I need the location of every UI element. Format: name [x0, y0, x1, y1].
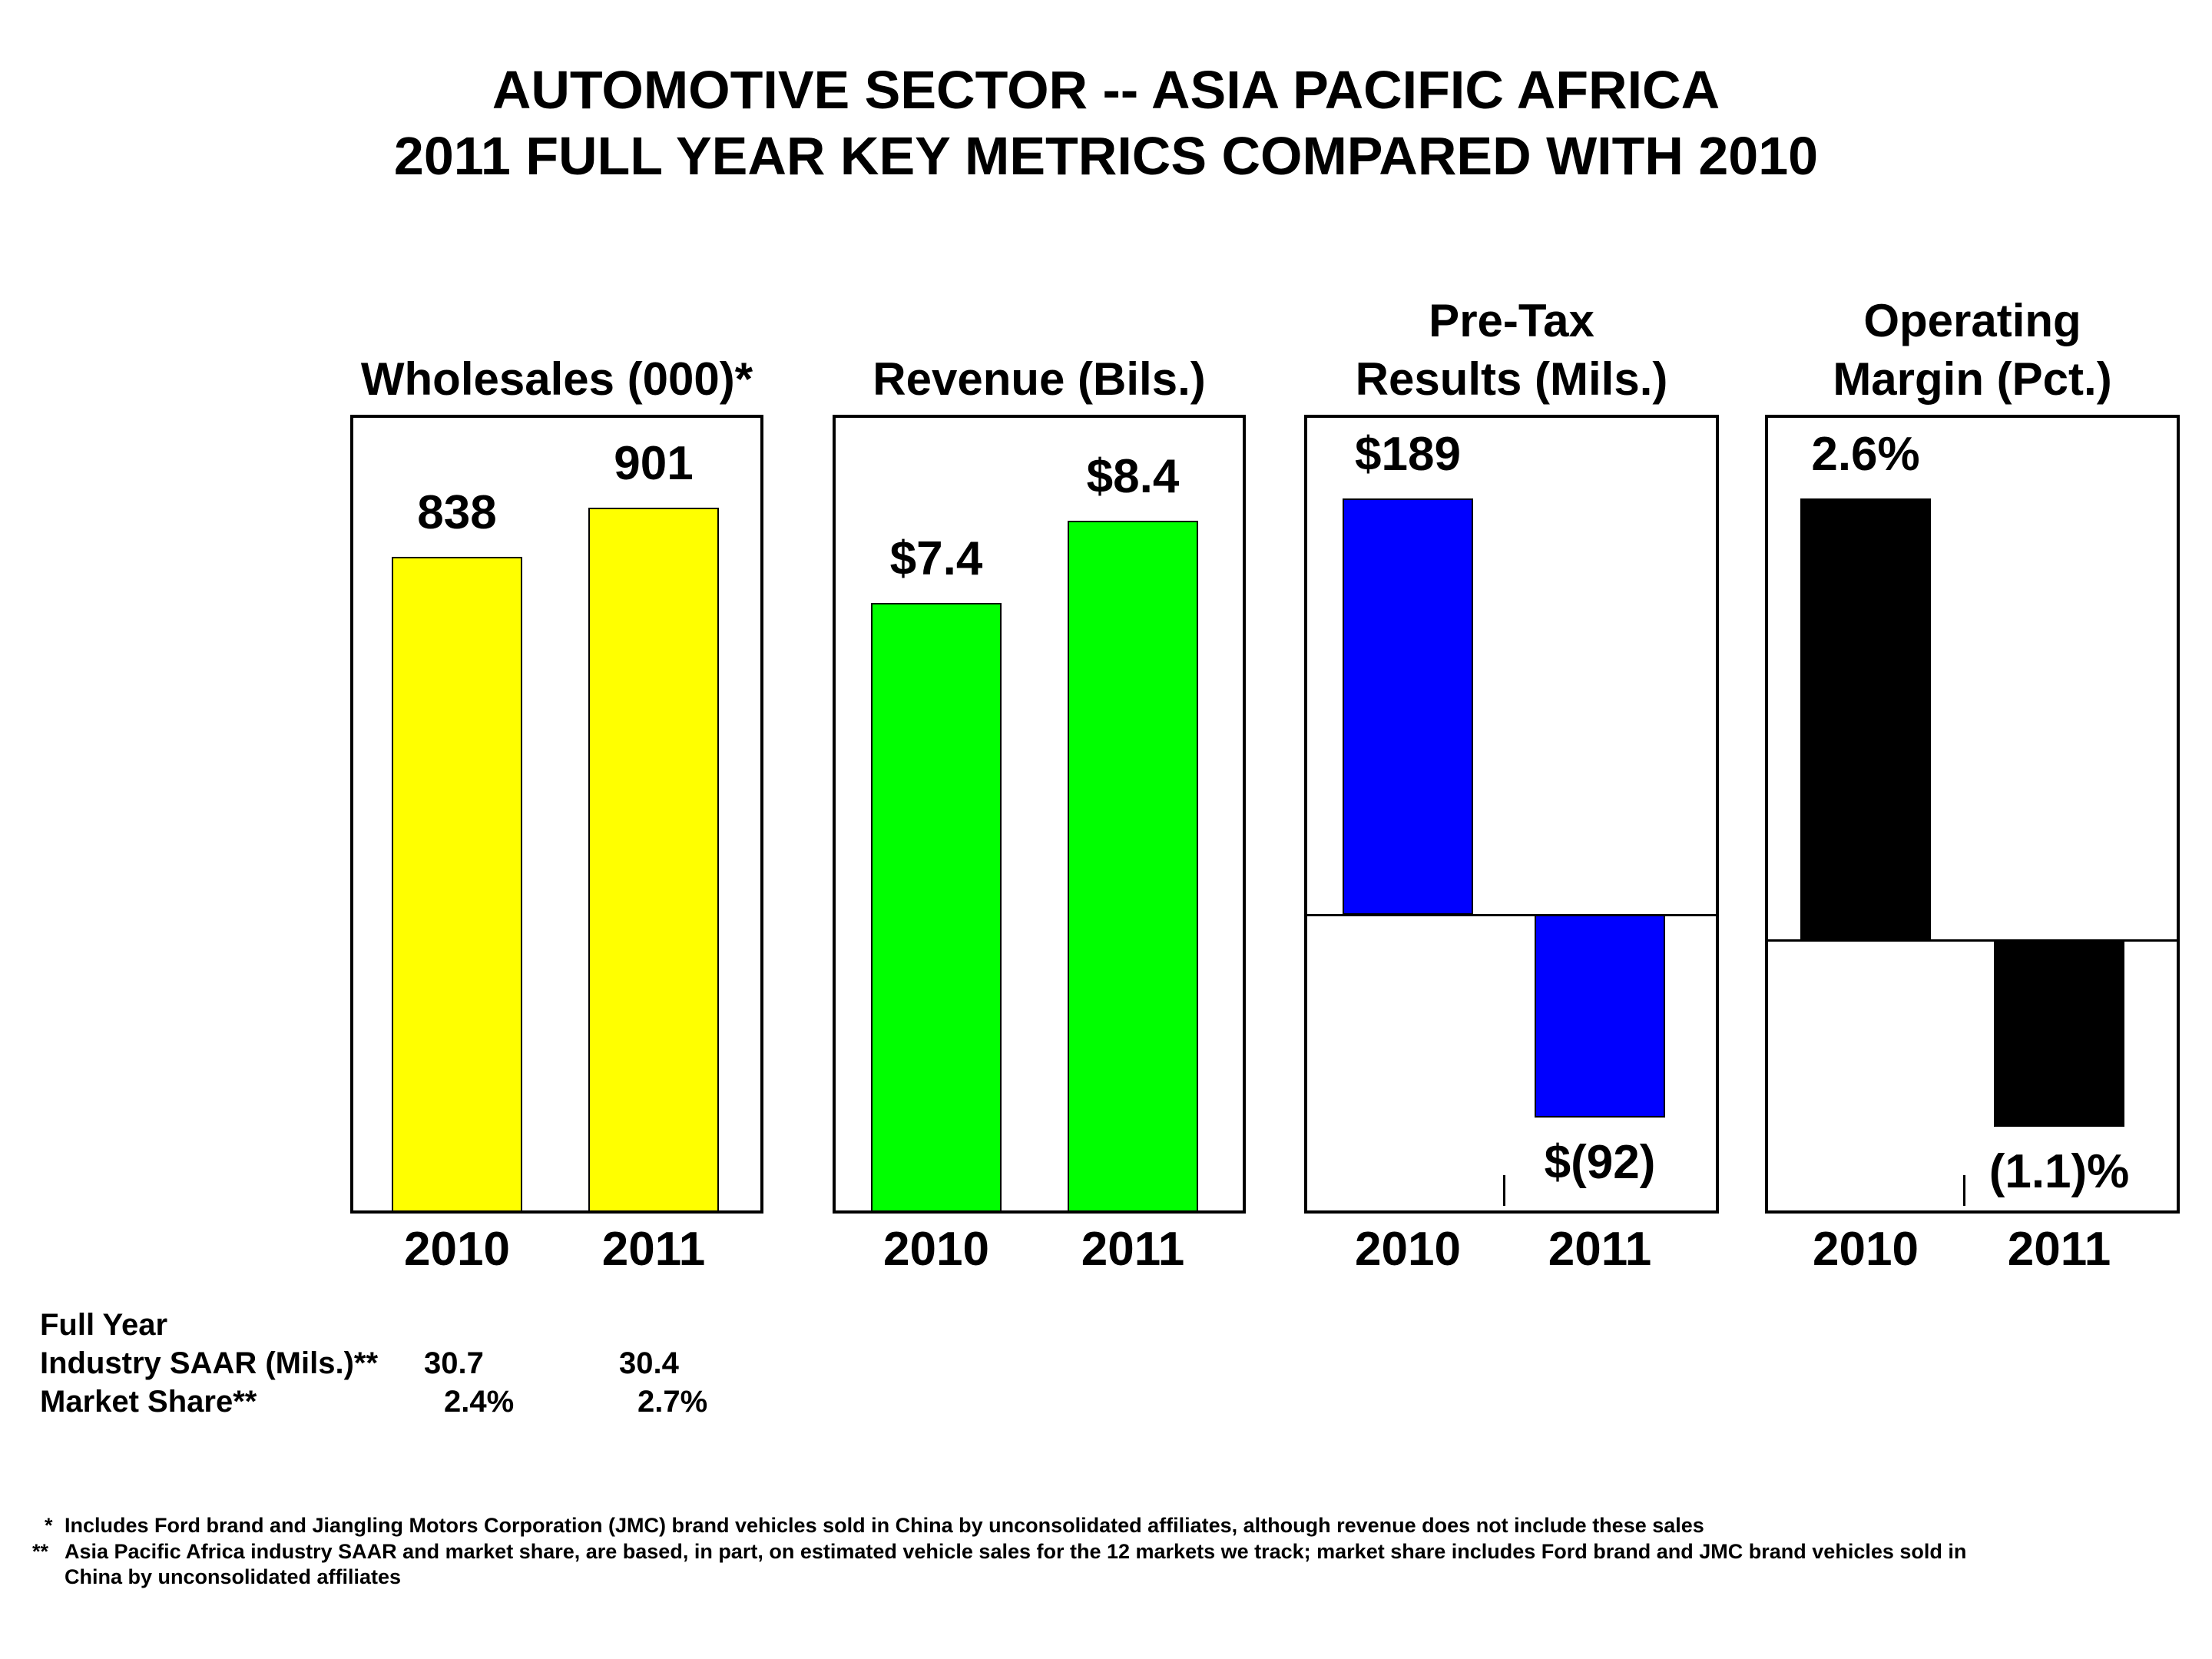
value-label-wholesales-2010: 838: [417, 485, 497, 539]
stats-saar-2010: 30.7: [424, 1346, 484, 1380]
value-label-wholesales-2011: 901: [614, 436, 694, 490]
pretax-title-line2: Results (Mils.): [1355, 353, 1668, 405]
value-label-margin-2011: (1.1)%: [1988, 1145, 2130, 1199]
x-label-margin-2010: 2010: [1813, 1223, 1919, 1276]
bar-revenue-2010: [871, 603, 1002, 1212]
bar-wholesales-2011: [588, 507, 719, 1212]
footnote-2-text-line1: Asia Pacific Africa industry SAAR and ma…: [65, 1540, 1967, 1563]
x-label-wholesales-2010: 2010: [404, 1223, 510, 1276]
margin-title-line1: Operating: [1863, 295, 2081, 346]
x-label-revenue-2011: 2011: [1081, 1223, 1185, 1276]
value-label-margin-2010: 2.6%: [1811, 427, 1920, 481]
pretax-axis-tick: [1503, 1175, 1505, 1206]
x-label-pretax-2011: 2011: [1548, 1223, 1652, 1276]
margin-zero-line: [1765, 939, 2180, 942]
footnote-1-mark: *: [45, 1514, 53, 1537]
wholesales-title: Wholesales (000)*: [360, 353, 753, 405]
bar-margin-2010: [1800, 498, 1931, 940]
margin-axis-tick: [1963, 1175, 1965, 1206]
revenue-title: Revenue (Bils.): [873, 353, 1206, 405]
x-label-wholesales-2011: 2011: [601, 1223, 706, 1276]
bar-wholesales-2010: [392, 556, 522, 1212]
footnote-1-text: Includes Ford brand and Jiangling Motors…: [65, 1514, 1704, 1537]
page-title-line2: 2011 FULL YEAR KEY METRICS COMPARED WITH…: [393, 126, 1819, 186]
x-label-pretax-2010: 2010: [1355, 1223, 1461, 1276]
footnote-2-text-line2: China by unconsolidated affiliates: [65, 1565, 402, 1588]
stats-label-saar: Industry SAAR (Mils.)**: [40, 1346, 379, 1380]
value-label-revenue-2010: $7.4: [889, 532, 983, 586]
bar-pretax-2011: [1535, 914, 1665, 1118]
bar-revenue-2011: [1068, 520, 1198, 1212]
margin-title-line2: Margin (Pct.): [1833, 353, 2112, 405]
stats-share-2011: 2.7%: [637, 1385, 708, 1419]
x-label-margin-2011: 2011: [2007, 1223, 2111, 1276]
bar-pretax-2010: [1343, 498, 1473, 915]
stats-share-2010: 2.4%: [444, 1385, 515, 1419]
page-title-line1: AUTOMOTIVE SECTOR -- ASIA PACIFIC AFRICA: [492, 60, 1720, 120]
stats-label-share: Market Share**: [40, 1385, 257, 1419]
pretax-zero-line: [1304, 913, 1719, 916]
pretax-title-line1: Pre-Tax: [1429, 295, 1594, 346]
stats-saar-2011: 30.4: [619, 1346, 679, 1380]
footnote-2-mark: **: [32, 1540, 49, 1563]
x-label-revenue-2010: 2010: [883, 1223, 989, 1276]
value-label-pretax-2011: $(92): [1544, 1135, 1656, 1189]
stats-header: Full Year: [40, 1308, 168, 1342]
bar-margin-2011: [1994, 939, 2124, 1128]
value-label-pretax-2010: $189: [1355, 427, 1461, 481]
value-label-revenue-2011: $8.4: [1086, 449, 1180, 503]
